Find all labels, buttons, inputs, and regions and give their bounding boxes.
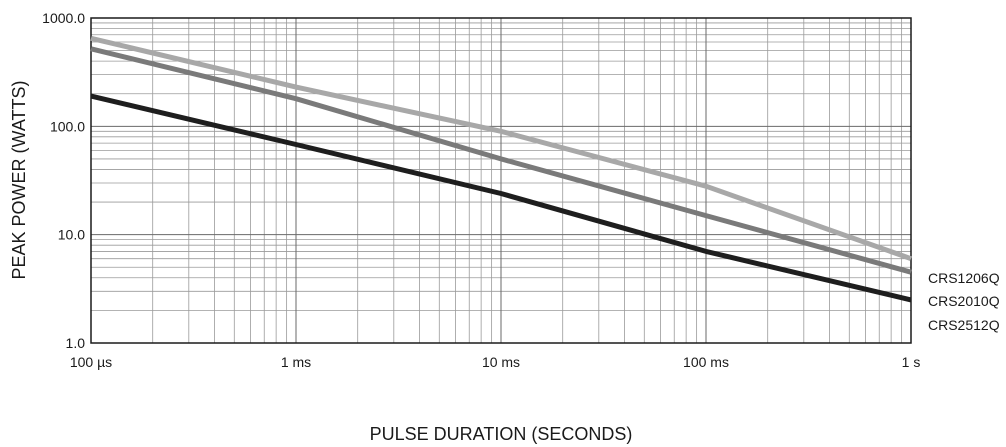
y-tick-label: 1000.0	[42, 10, 85, 26]
series-line-crs1206q	[90, 35, 912, 262]
x-tick-label: 100 ms	[683, 354, 729, 370]
series-line-crs2010q	[90, 46, 912, 275]
plot-frame	[90, 17, 912, 344]
x-axis-tick-labels: 100 µs 1 ms 10 ms 100 ms 1 s	[70, 354, 921, 370]
y-tick-label: 10.0	[58, 227, 85, 243]
y-axis-tick-labels: 1.0 10.0 100.0 1000.0	[42, 10, 85, 351]
legend-label: CRS1206Q	[928, 270, 1000, 286]
y-tick-label: 100.0	[50, 118, 85, 134]
x-tick-label: 100 µs	[70, 354, 112, 370]
x-tick-label: 1 ms	[281, 354, 311, 370]
legend: CRS1206Q CRS2010Q CRS2512Q	[928, 270, 1000, 333]
legend-label: CRS2010Q	[928, 293, 1000, 309]
x-tick-label: 10 ms	[482, 354, 520, 370]
x-axis-title: PULSE DURATION (SECONDS)	[370, 424, 633, 444]
series-lines	[90, 35, 912, 303]
y-tick-label: 1.0	[66, 335, 86, 351]
y-axis-title: PEAK POWER (WATTS)	[9, 80, 29, 279]
series-line-crs2512q	[90, 93, 912, 303]
x-tick-label: 1 s	[902, 354, 921, 370]
legend-label: CRS2512Q	[928, 317, 1000, 333]
